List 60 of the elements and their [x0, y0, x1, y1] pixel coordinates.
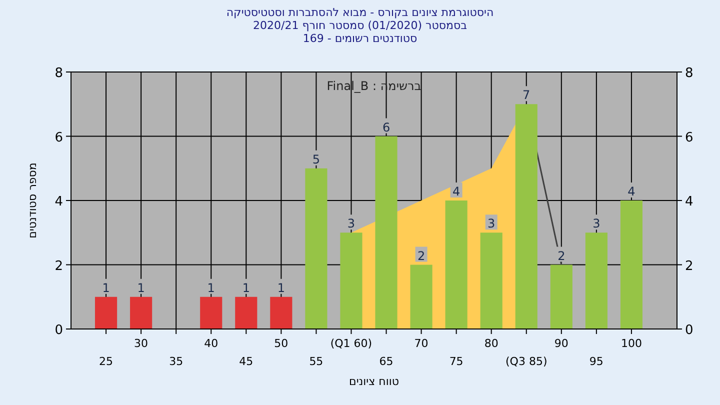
bar: [550, 264, 572, 329]
bar: [130, 296, 152, 329]
y2-tick-label: 6: [685, 130, 694, 146]
x-tick-label: 95: [589, 355, 604, 368]
data-label: 2: [558, 248, 566, 263]
bar: [410, 264, 432, 329]
bar: [340, 232, 362, 329]
bar: [200, 296, 222, 329]
y-tick-label: 8: [54, 66, 63, 81]
x-tick-label: (Q3 85): [506, 355, 548, 368]
bar: [94, 296, 118, 329]
data-label: 1: [102, 280, 110, 295]
bar: [480, 232, 502, 329]
y2-tick-label: 8: [685, 66, 694, 81]
x-tick-label: 30: [134, 337, 148, 350]
data-label: 4: [452, 184, 460, 198]
y-axis-title: מספר סטודנטים: [26, 162, 39, 238]
bar: [445, 200, 468, 329]
x-tick-label: 90: [554, 337, 568, 350]
x-tick-label: 75: [449, 355, 464, 368]
x-tick-label: 45: [239, 355, 254, 368]
x-tick-label: 40: [204, 337, 218, 350]
chart-subtitle: בסמסטר (01/2020) סמסטר חורף 2020/21 סטודנטים רשומים - 169: [253, 19, 467, 45]
x-tick-label: 80: [484, 337, 498, 350]
bar: [235, 296, 258, 329]
data-label: 5: [312, 152, 320, 166]
data-label: 6: [382, 120, 390, 134]
data-label: 4: [628, 184, 636, 198]
y2-tick-label: 2: [685, 258, 694, 274]
data-label: 2: [417, 248, 426, 263]
y2-tick-label: 0: [685, 323, 694, 338]
y-tick-label: 0: [54, 323, 63, 338]
x-tick-label: 70: [414, 337, 428, 350]
x-axis-title: טווח ציונים: [349, 375, 399, 388]
y2-tick-label: 4: [685, 194, 694, 210]
data-label: 1: [242, 280, 250, 295]
bar: [270, 296, 292, 329]
y-tick-label: 2: [54, 258, 63, 274]
x-tick-label: 55: [309, 355, 324, 368]
bar: [515, 104, 538, 329]
y-tick-label: 6: [54, 130, 63, 146]
bar: [375, 136, 398, 329]
x-tick-label: 35: [169, 355, 184, 368]
x-tick-label: 65: [379, 355, 394, 368]
data-label: 1: [207, 280, 215, 295]
data-label: 1: [277, 280, 285, 295]
x-tick-label: 25: [99, 355, 114, 368]
bar: [585, 232, 608, 329]
data-label: 7: [522, 88, 530, 102]
data-label: 1: [137, 280, 145, 295]
bar: [305, 168, 328, 329]
x-tick-label: 100: [620, 337, 642, 350]
bar: [620, 200, 642, 329]
x-tick-label: (Q1 60): [330, 337, 372, 350]
y-tick-label: 4: [54, 194, 63, 210]
x-tick-label: 50: [274, 337, 288, 350]
data-label: 3: [488, 216, 496, 231]
data-label: 3: [592, 216, 600, 231]
data-label: 3: [347, 216, 356, 231]
chart-title: היסטוגרמת ציונים בקורס - מבוא להסתברות וסטטיסטיקה: [226, 6, 494, 19]
